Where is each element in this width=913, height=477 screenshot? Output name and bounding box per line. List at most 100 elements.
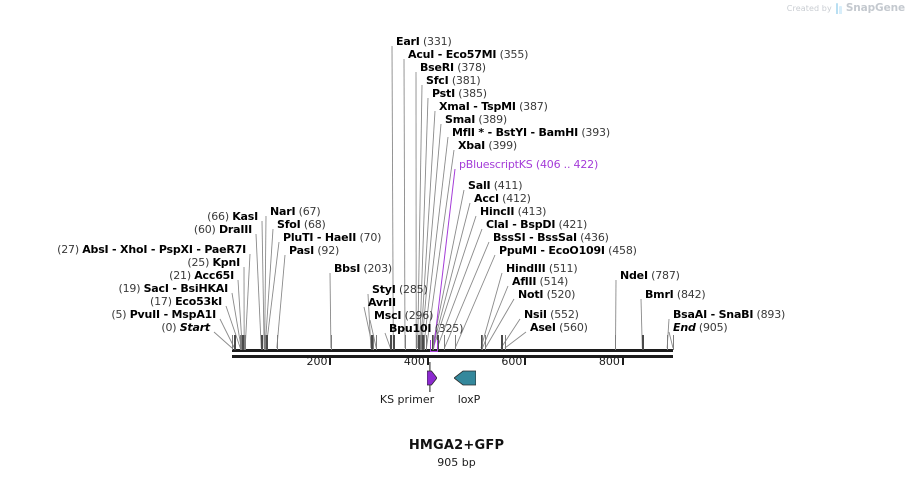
cut-site-tick	[376, 335, 378, 350]
enzyme-position: (285)	[395, 283, 428, 296]
cut-site-tick	[500, 335, 503, 350]
cut-site-tick	[261, 335, 264, 350]
enzyme-label-ppumi[interactable]: PpuMI - EcoO109I (458)	[499, 245, 637, 257]
enzyme-name: Start	[179, 321, 210, 334]
enzyme-name: SfoI	[277, 218, 301, 231]
enzyme-name: AccI	[474, 192, 499, 205]
cut-site-tick	[244, 335, 246, 350]
end-marker-label[interactable]: End (905)	[673, 322, 728, 334]
enzyme-position: (25)	[187, 256, 213, 269]
map-size-label: 905 bp	[437, 456, 476, 469]
enzyme-position: (421)	[555, 218, 588, 231]
enzyme-position: (905)	[695, 321, 728, 334]
enzyme-name: DraIII	[218, 223, 252, 236]
cut-site-tick	[642, 335, 645, 350]
enzyme-label-draiii[interactable]: (60) DraIII	[194, 224, 252, 236]
cut-site-tick	[504, 335, 506, 350]
enzyme-name: KasI	[232, 210, 258, 223]
cut-site-tick	[265, 335, 267, 350]
enzyme-label-acci[interactable]: AccI (412)	[474, 193, 531, 205]
feature-track-label: loxP	[457, 393, 481, 406]
enzyme-position: (552)	[546, 308, 579, 321]
enzyme-position: (560)	[555, 321, 588, 334]
enzyme-label-hindiii[interactable]: HindIII (511)	[506, 262, 578, 275]
primer-arrow-right-icon[interactable]	[426, 368, 438, 388]
cut-site-tick	[240, 335, 242, 350]
cut-site-tick	[242, 335, 245, 350]
enzyme-label-asei[interactable]: AseI (560)	[530, 322, 588, 334]
enzyme-name: HindIII	[506, 262, 546, 275]
enzyme-label-mfli[interactable]: MflI * - BstYI - BamHI (393)	[452, 127, 610, 139]
enzyme-label-smai[interactable]: SmaI (389)	[445, 114, 507, 126]
enzyme-label-nsii[interactable]: NsiI (552)	[524, 309, 579, 321]
enzyme-label-eari[interactable]: EarI (331)	[396, 36, 452, 48]
enzyme-label-bsssi[interactable]: BssSI - BssSaI (436)	[493, 232, 609, 244]
cut-site-tick	[419, 335, 421, 350]
enzyme-position: (389)	[475, 113, 507, 126]
enzyme-label-bsaai[interactable]: BsaAI - SnaBI (893)	[673, 309, 785, 321]
enzyme-name: StyI	[372, 283, 396, 296]
enzyme-position: (893)	[753, 308, 786, 321]
enzyme-position: (0)	[161, 321, 180, 334]
feature-position: (406 .. 422)	[532, 158, 599, 171]
enzyme-label-bpu10i[interactable]: Bpu10I (325)	[389, 323, 463, 335]
enzyme-name: SmaI	[445, 113, 476, 126]
feature-label-pbluescriptks[interactable]: pBluescriptKS (406 .. 422)	[459, 159, 598, 171]
enzyme-label-psti[interactable]: PstI (385)	[432, 88, 487, 100]
snapgene-watermark: Created by SnapGene	[787, 2, 905, 14]
backbone-bar-top	[232, 349, 673, 352]
feature-name: pBluescriptKS	[459, 158, 533, 171]
enzyme-label-sfoi[interactable]: SfoI (68)	[277, 219, 326, 231]
enzyme-label-sfci[interactable]: SfcI (381)	[426, 75, 481, 87]
enzyme-label-bseri[interactable]: BseRI (378)	[420, 62, 486, 74]
cut-site-tick	[370, 335, 373, 350]
enzyme-label-pluti[interactable]: PluTI - HaeII (70)	[283, 232, 381, 244]
enzyme-label-eco53ki[interactable]: (17) Eco53kI	[150, 296, 222, 308]
enzyme-label-nari[interactable]: NarI (67)	[270, 206, 321, 218]
enzyme-label-start[interactable]: (0) Start	[161, 322, 210, 334]
enzyme-label-kpni[interactable]: (25) KpnI	[187, 257, 240, 269]
enzyme-name: BbsI	[334, 262, 361, 275]
enzyme-name: AflII	[512, 275, 537, 288]
cut-site-tick	[264, 335, 266, 350]
enzyme-label-ndei[interactable]: NdeI (787)	[620, 270, 680, 282]
enzyme-label-noti[interactable]: NotI (520)	[518, 289, 575, 301]
enzyme-label-avrii[interactable]: AvrII	[368, 297, 396, 309]
enzyme-label-aflii[interactable]: AflII (514)	[512, 276, 568, 288]
enzyme-label-xmai[interactable]: XmaI - TspMI (387)	[439, 101, 548, 113]
enzyme-label-hincii[interactable]: HincII (413)	[480, 206, 546, 218]
enzyme-name: BssSI - BssSaI	[493, 231, 577, 244]
enzyme-position: (842)	[673, 288, 706, 301]
enzyme-label-bmri[interactable]: BmrI (842)	[645, 288, 706, 301]
enzyme-label-xbai[interactable]: XbaI (399)	[458, 140, 517, 152]
enzyme-name: XmaI - TspMI	[439, 100, 516, 113]
enzyme-label-styi[interactable]: StyI (285)	[372, 284, 428, 296]
feature-arrow-left-icon[interactable]	[453, 368, 477, 388]
cut-site-tick	[330, 335, 332, 350]
enzyme-name: PluTI - HaeII	[283, 231, 357, 244]
enzyme-label-absi[interactable]: (27) AbsI - XhoI - PspXI - PaeR7I	[57, 244, 246, 256]
enzyme-position: (331)	[419, 35, 452, 48]
enzyme-position: (399)	[485, 139, 517, 152]
watermark-prefix: Created by	[786, 3, 832, 13]
enzyme-position: (355)	[496, 48, 529, 61]
enzyme-name: MscI	[374, 309, 402, 322]
cut-site-tick	[455, 335, 457, 350]
enzyme-label-acui[interactable]: AcuI - Eco57MI (355)	[408, 49, 528, 61]
enzyme-position: (92)	[314, 244, 340, 257]
enzyme-label-pvuii[interactable]: (5) PvuII - MspA1I	[111, 309, 216, 321]
cut-site-tick	[420, 335, 422, 350]
enzyme-label-bbsi[interactable]: BbsI (203)	[334, 263, 392, 275]
enzyme-position: (378)	[453, 61, 486, 74]
page-title: HMGA2+GFP	[408, 438, 505, 453]
enzyme-label-saci[interactable]: (19) SacI - BsiHKAI	[119, 283, 229, 295]
enzyme-label-msci[interactable]: MscI (296)	[374, 310, 433, 322]
enzyme-label-sali[interactable]: SalI (411)	[468, 180, 523, 192]
ruler-tick	[524, 356, 527, 365]
enzyme-label-kasi[interactable]: (66) KasI	[207, 211, 258, 223]
enzyme-label-pasi[interactable]: PasI (92)	[289, 245, 339, 257]
enzyme-position: (5)	[111, 308, 130, 321]
cut-site-tick	[266, 335, 269, 350]
enzyme-label-acc65i[interactable]: (21) Acc65I	[169, 270, 234, 282]
enzyme-label-clai[interactable]: ClaI - BspDI (421)	[486, 219, 587, 231]
